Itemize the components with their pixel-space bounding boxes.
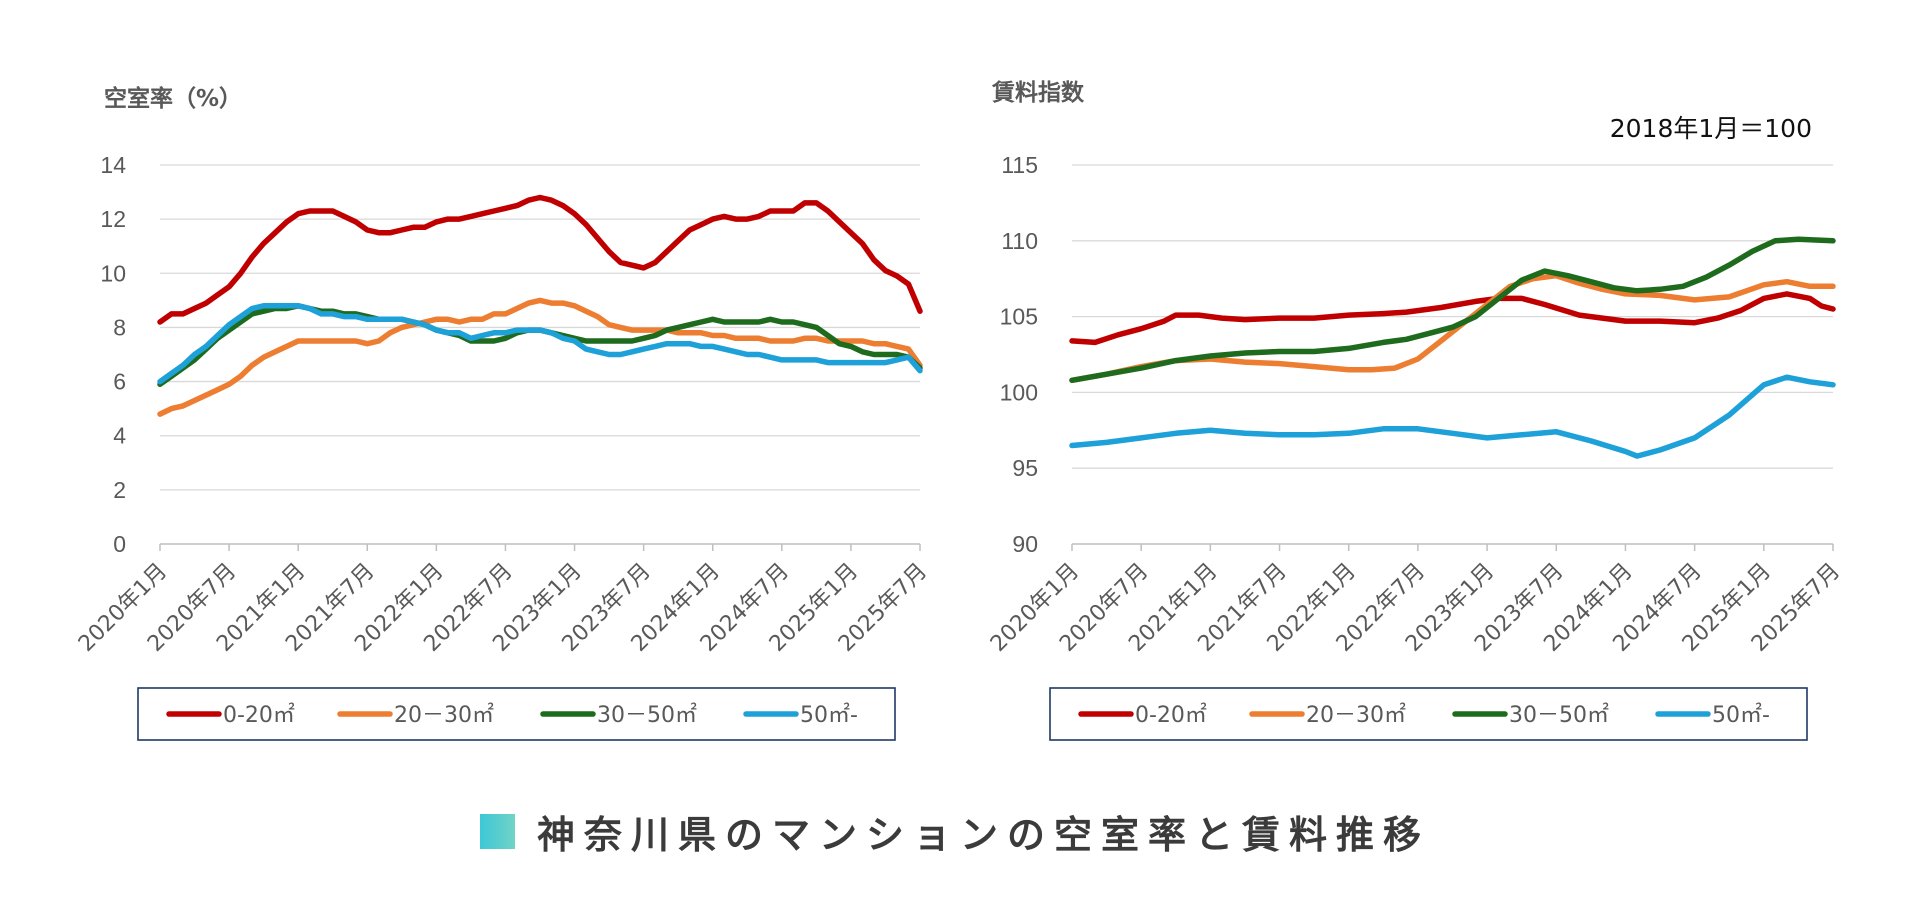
caption-text: 神奈川県のマンションの空室率と賃料推移 <box>537 812 1431 857</box>
y-tick-label: 6 <box>113 369 126 395</box>
rent-y-ticks: 90 95 100 105 110 115 <box>1000 152 1038 557</box>
vacancy-rate-chart: 空室率（%） 0 2 4 6 8 10 12 14 2020年1月2020年7月2021年1月… <box>74 85 932 741</box>
y-tick-label: 2 <box>113 477 126 503</box>
y-tick-label: 100 <box>1000 379 1038 405</box>
caption-square-icon <box>480 813 515 849</box>
rent-legend-label-20-30: 20－30㎡ <box>1306 702 1406 728</box>
vacancy-legend-label-30-50: 30－50㎡ <box>597 702 697 728</box>
rent-chart-title: 賃料指数 <box>991 80 1085 106</box>
vacancy-legend: 0-20㎡ 20－30㎡ 30－50㎡ 50㎡- <box>166 702 858 728</box>
y-tick-label: 4 <box>113 423 126 449</box>
vacancy-x-ticks: 2020年1月2020年7月2021年1月2021年7月2022年1月2022年… <box>74 544 932 657</box>
y-tick-label: 12 <box>100 206 126 232</box>
vacancy-legend-label-0-20: 0-20㎡ <box>223 702 295 728</box>
rent-legend-label-50-plus: 50㎡- <box>1712 702 1770 728</box>
rent-x-ticks: 2020年1月2020年7月2021年1月2021年7月2022年1月2022年… <box>986 544 1845 657</box>
y-tick-label: 0 <box>113 531 126 557</box>
vacancy-legend-label-20-30: 20－30㎡ <box>394 702 494 728</box>
vacancy-series-line-50-plus <box>157 303 923 385</box>
vacancy-series-line-20-30 <box>157 297 923 417</box>
rent-gridlines <box>1072 164 1833 545</box>
vacancy-legend-label-50-plus: 50㎡- <box>800 702 858 728</box>
y-tick-label: 90 <box>1012 531 1038 557</box>
y-tick-label: 8 <box>113 314 126 340</box>
y-tick-label: 115 <box>1001 152 1038 178</box>
rent-series-line-30-50 <box>1069 236 1836 384</box>
y-tick-label: 10 <box>100 260 126 286</box>
vacancy-chart-title: 空室率（%） <box>104 85 242 112</box>
rent-legend-label-0-20: 0-20㎡ <box>1135 702 1207 728</box>
rent-series-lines <box>1069 236 1836 459</box>
rent-legend: 0-20㎡ 20－30㎡ 30－50㎡ 50㎡- <box>1078 702 1770 728</box>
y-tick-label: 110 <box>1001 228 1038 254</box>
vacancy-series-line-0-20 <box>157 194 923 325</box>
y-tick-label: 105 <box>1000 304 1038 330</box>
rent-base-note: 2018年1月＝100 <box>1610 114 1812 143</box>
y-tick-label: 95 <box>1012 455 1038 481</box>
y-tick-label: 14 <box>100 152 126 178</box>
rent-index-chart: 賃料指数 2018年1月＝100 90 95 100 105 110 115 2020年1… <box>986 80 1845 741</box>
rent-series-line-50-plus <box>1069 374 1836 459</box>
vacancy-series-line-30-50 <box>157 303 923 388</box>
rent-legend-label-30-50: 30－50㎡ <box>1509 702 1609 728</box>
vacancy-series-lines <box>157 194 923 417</box>
rent-series-line-0-20 <box>1069 291 1836 346</box>
figure-caption: 神奈川県のマンションの空室率と賃料推移 <box>480 808 1430 857</box>
vacancy-y-ticks: 0 2 4 6 8 10 12 14 <box>100 152 126 557</box>
